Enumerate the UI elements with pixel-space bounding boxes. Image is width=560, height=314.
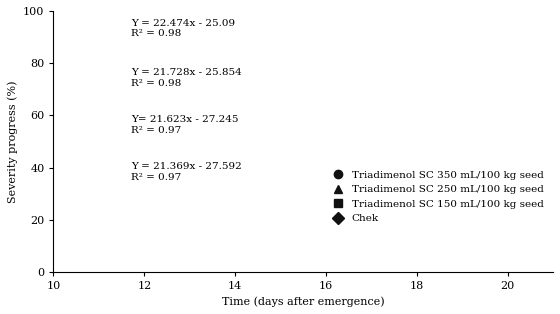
Y-axis label: Severity progress (%): Severity progress (%) [7,80,17,203]
Text: Y = 21.369x - 27.592
R² = 0.97: Y = 21.369x - 27.592 R² = 0.97 [131,162,242,182]
Text: Y = 21.728x - 25.854
R² = 0.98: Y = 21.728x - 25.854 R² = 0.98 [131,68,242,88]
Text: Y= 21.623x - 27.245
R² = 0.97: Y= 21.623x - 27.245 R² = 0.97 [131,115,239,135]
Legend: Triadimenol SC 350 mL/100 kg seed, Triadimenol SC 250 mL/100 kg seed, Triadimeno: Triadimenol SC 350 mL/100 kg seed, Triad… [324,166,548,228]
X-axis label: Time (days after emergence): Time (days after emergence) [222,296,385,307]
Text: Y = 22.474x - 25.09
R² = 0.98: Y = 22.474x - 25.09 R² = 0.98 [131,19,235,38]
